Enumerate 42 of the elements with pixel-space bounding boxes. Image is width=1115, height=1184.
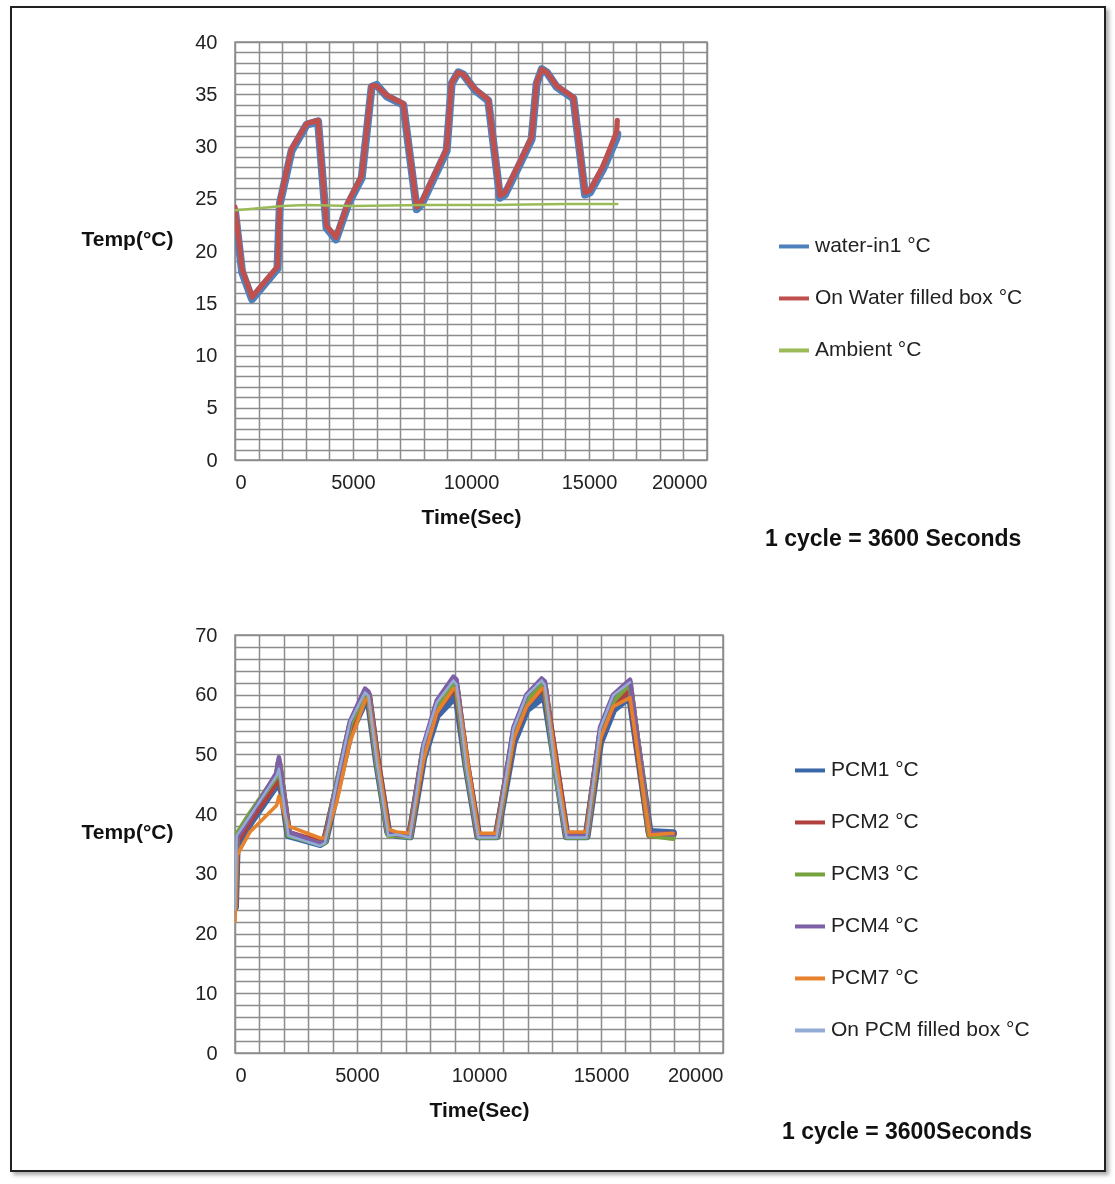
x-tick-label: 0 [235,470,247,493]
legend-label: water-in1 °C [814,233,931,257]
y-tick-label: 15 [195,291,218,314]
x-tick-label: 10000 [443,470,500,493]
y-tick-label: 30 [195,135,218,157]
legend-label: Ambient °C [815,337,922,361]
y-tick-label: 40 [195,802,218,825]
y-tick-label: 10 [195,344,218,366]
y-tick-label: 5 [206,396,218,419]
y-tick-label: 50 [195,742,218,765]
y-tick-label: 60 [195,683,218,706]
y-tick-label: 25 [195,187,218,210]
x-tick-label: 0 [235,1063,247,1086]
y-tick-label: 20 [195,239,218,262]
y-tick-label: 30 [195,862,218,885]
y-tick-label: 70 [195,623,218,646]
x-tick-label: 15000 [561,470,618,493]
text: 1 cycle = 3600 Seconds [765,525,1022,552]
x-axis-title: Time(Sec) [429,1097,530,1121]
x-tick-label: 5000 [335,1063,380,1086]
legend-label: PCM4 °C [831,913,919,937]
y-tick-label: 10 [195,981,218,1004]
x-tick-label: 5000 [331,470,376,493]
y-axis-title: Temp(°C) [81,819,174,843]
text: 1 cycle = 3600Seconds [782,1118,1032,1145]
x-tick-label: 10000 [451,1063,508,1086]
y-tick-label: 40 [195,30,218,53]
legend-label: On Water filled box °C [815,285,1023,309]
y-tick-label: 35 [195,82,218,105]
legend-label: PCM1 °C [831,757,919,781]
y-tick-label: 20 [195,922,218,945]
x-tick-label: 15000 [573,1063,630,1086]
legend-label: PCM7 °C [831,965,919,989]
y-tick-label: 0 [206,1041,218,1064]
x-axis-title: Time(Sec) [421,504,522,528]
legend-label: PCM2 °C [831,809,919,833]
x-tick-label: 20000 [667,1063,724,1086]
y-tick-label: 0 [206,448,218,471]
legend-label: PCM3 °C [831,861,919,885]
x-tick-label: 20000 [651,470,708,493]
y-axis-title: Temp(°C) [81,226,174,250]
legend-label: On PCM filled box °C [831,1017,1030,1041]
